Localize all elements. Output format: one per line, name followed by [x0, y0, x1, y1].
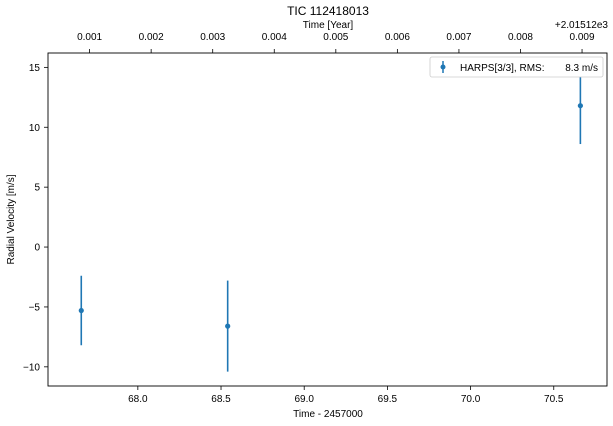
x-tick-label: 68.5 [211, 394, 231, 405]
top-x-tick-label: 0.001 [77, 32, 102, 43]
y-tick-label: 0 [34, 243, 40, 254]
top-x-axis-ticks: 0.001 0.002 0.003 0.004 0.005 0.006 0.007 0.008… [77, 32, 595, 53]
y-tick-label: −5 [29, 302, 41, 313]
x-axis-label: Time - 2457000 [293, 409, 363, 420]
legend-box [429, 56, 604, 78]
top-x-tick-label: 0.004 [262, 32, 287, 43]
y-tick-label: 10 [29, 123, 41, 134]
plot-frame [47, 52, 608, 387]
data-point [577, 103, 583, 109]
data-point [78, 307, 84, 314]
bottom-x-axis-ticks: 68.0 68.5 69.0 69.5 70.0 70.5 [128, 386, 564, 405]
x-tick-label: 70.5 [544, 394, 564, 405]
legend-entry-label: HARPS[3/3], RMS: [460, 63, 544, 74]
x-tick-label: 69.0 [294, 394, 314, 405]
top-x-tick-label: 0.003 [200, 32, 225, 43]
y-tick-label: 15 [29, 63, 41, 74]
chart-title: TIC 112418013 [287, 4, 369, 18]
top-x-tick-label: 0.008 [508, 32, 533, 43]
top-x-axis-offset-label: +2.01512e3 [555, 20, 609, 31]
top-x-axis-label: Time [Year] [303, 20, 354, 31]
top-x-tick-label: 0.002 [139, 32, 164, 43]
data-series-harps [78, 67, 583, 372]
data-point [225, 323, 231, 329]
y-axis-label: Radial Velocity [m/s] [6, 174, 17, 264]
top-x-tick-label: 0.006 [385, 32, 410, 43]
top-x-tick-label: 0.009 [570, 32, 595, 43]
top-x-tick-label: 0.005 [323, 32, 348, 43]
top-x-tick-label: 0.007 [446, 32, 471, 43]
x-tick-label: 69.5 [378, 394, 398, 405]
legend-rms-value: 8.3 m/s [565, 63, 598, 74]
legend-point-marker [440, 64, 446, 70]
y-tick-label: 5 [34, 183, 40, 194]
y-tick-label: −10 [23, 362, 40, 373]
y-axis-ticks: −10 −5 0 5 10 15 [23, 63, 48, 373]
x-tick-label: 70.0 [461, 394, 481, 405]
legend: HARPS[3/3], RMS: 8.3 m/s [429, 56, 604, 78]
x-tick-label: 68.0 [128, 394, 148, 405]
